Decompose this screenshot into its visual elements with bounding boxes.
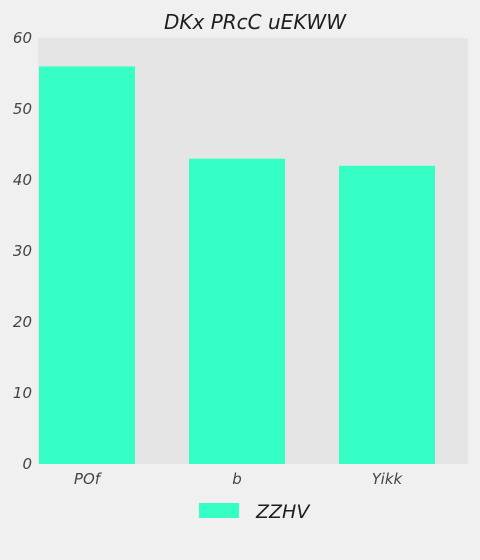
x-tick-label: Yikk (372, 470, 404, 488)
bar (189, 158, 285, 464)
y-tick-label: 30 (13, 242, 32, 260)
legend: ZZHV (199, 501, 311, 523)
chart-title: DKx PRcC uEKWW (164, 10, 347, 34)
legend-label: ZZHV (255, 501, 311, 523)
y-tick-label: 50 (13, 100, 32, 118)
bars (39, 66, 435, 465)
y-tick-label: 0 (22, 455, 32, 473)
y-tick-label: 20 (13, 313, 32, 331)
y-tick-label: 40 (13, 171, 32, 189)
x-axis: POf b Yikk (74, 470, 404, 488)
x-tick-label: b (232, 470, 242, 488)
bar (339, 165, 435, 465)
x-tick-label: POf (74, 470, 103, 488)
y-tick-label: 60 (13, 29, 32, 47)
legend-swatch (199, 503, 239, 518)
y-tick-label: 10 (13, 384, 32, 402)
bar (39, 66, 135, 465)
y-axis: 0 10 20 30 40 50 60 (13, 29, 32, 473)
